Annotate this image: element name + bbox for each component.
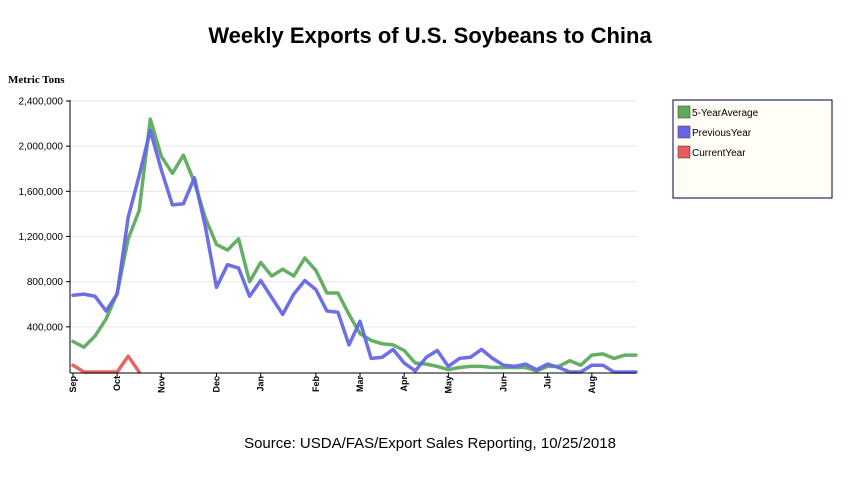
x-tick-label: Jun (499, 376, 509, 392)
x-tick-label: Sep (68, 376, 78, 393)
x-tick-label: May (443, 376, 453, 394)
x-tick-label: Dec (212, 376, 222, 393)
y-tick-label: 1,200,000 (19, 232, 64, 243)
y-tick-label: 800,000 (27, 277, 64, 288)
legend-swatch (677, 125, 691, 139)
legend: 5-YearAverage PreviousYear CurrentYear (672, 99, 833, 199)
x-tick-label: Jan (256, 376, 266, 392)
y-tick-label: 2,400,000 (19, 97, 64, 108)
x-tick-label: Nov (156, 376, 166, 393)
series-line-previousyear (71, 128, 638, 374)
y-axis-ticks: 400,000 800,000 1,200,000 1,600,000 2,000,00… (19, 97, 70, 333)
gridlines (70, 100, 636, 328)
legend-swatch (677, 145, 691, 159)
x-axis-ticks: Sep Oct Nov Dec Jan Feb Mar Apr May Jun Jul Aug (68, 373, 597, 394)
legend-label: CurrentYear (692, 148, 746, 159)
y-tick-label: 400,000 (27, 322, 64, 333)
x-tick-label: Feb (311, 376, 321, 393)
x-tick-label: Aug (587, 376, 597, 394)
legend-label: 5-YearAverage (692, 108, 759, 119)
x-tick-label: Jul (543, 376, 553, 389)
legend-swatch (677, 105, 691, 119)
x-tick-label: Oct (112, 376, 122, 391)
legend-label: PreviousYear (692, 128, 752, 139)
chart-title: Weekly Exports of U.S. Soybeans to China (208, 23, 652, 48)
series-line-currentyear (71, 354, 141, 374)
series-lines (71, 117, 638, 374)
axes (69, 100, 636, 374)
source-note: Source: USDA/FAS/Export Sales Reporting,… (244, 435, 616, 452)
y-tick-label: 1,600,000 (19, 187, 64, 198)
y-tick-label: 2,000,000 (19, 142, 64, 153)
y-axis-label: Metric Tons (8, 74, 65, 86)
x-tick-label: Mar (355, 376, 365, 393)
legend-box (672, 99, 833, 199)
x-tick-label: Apr (399, 376, 409, 392)
